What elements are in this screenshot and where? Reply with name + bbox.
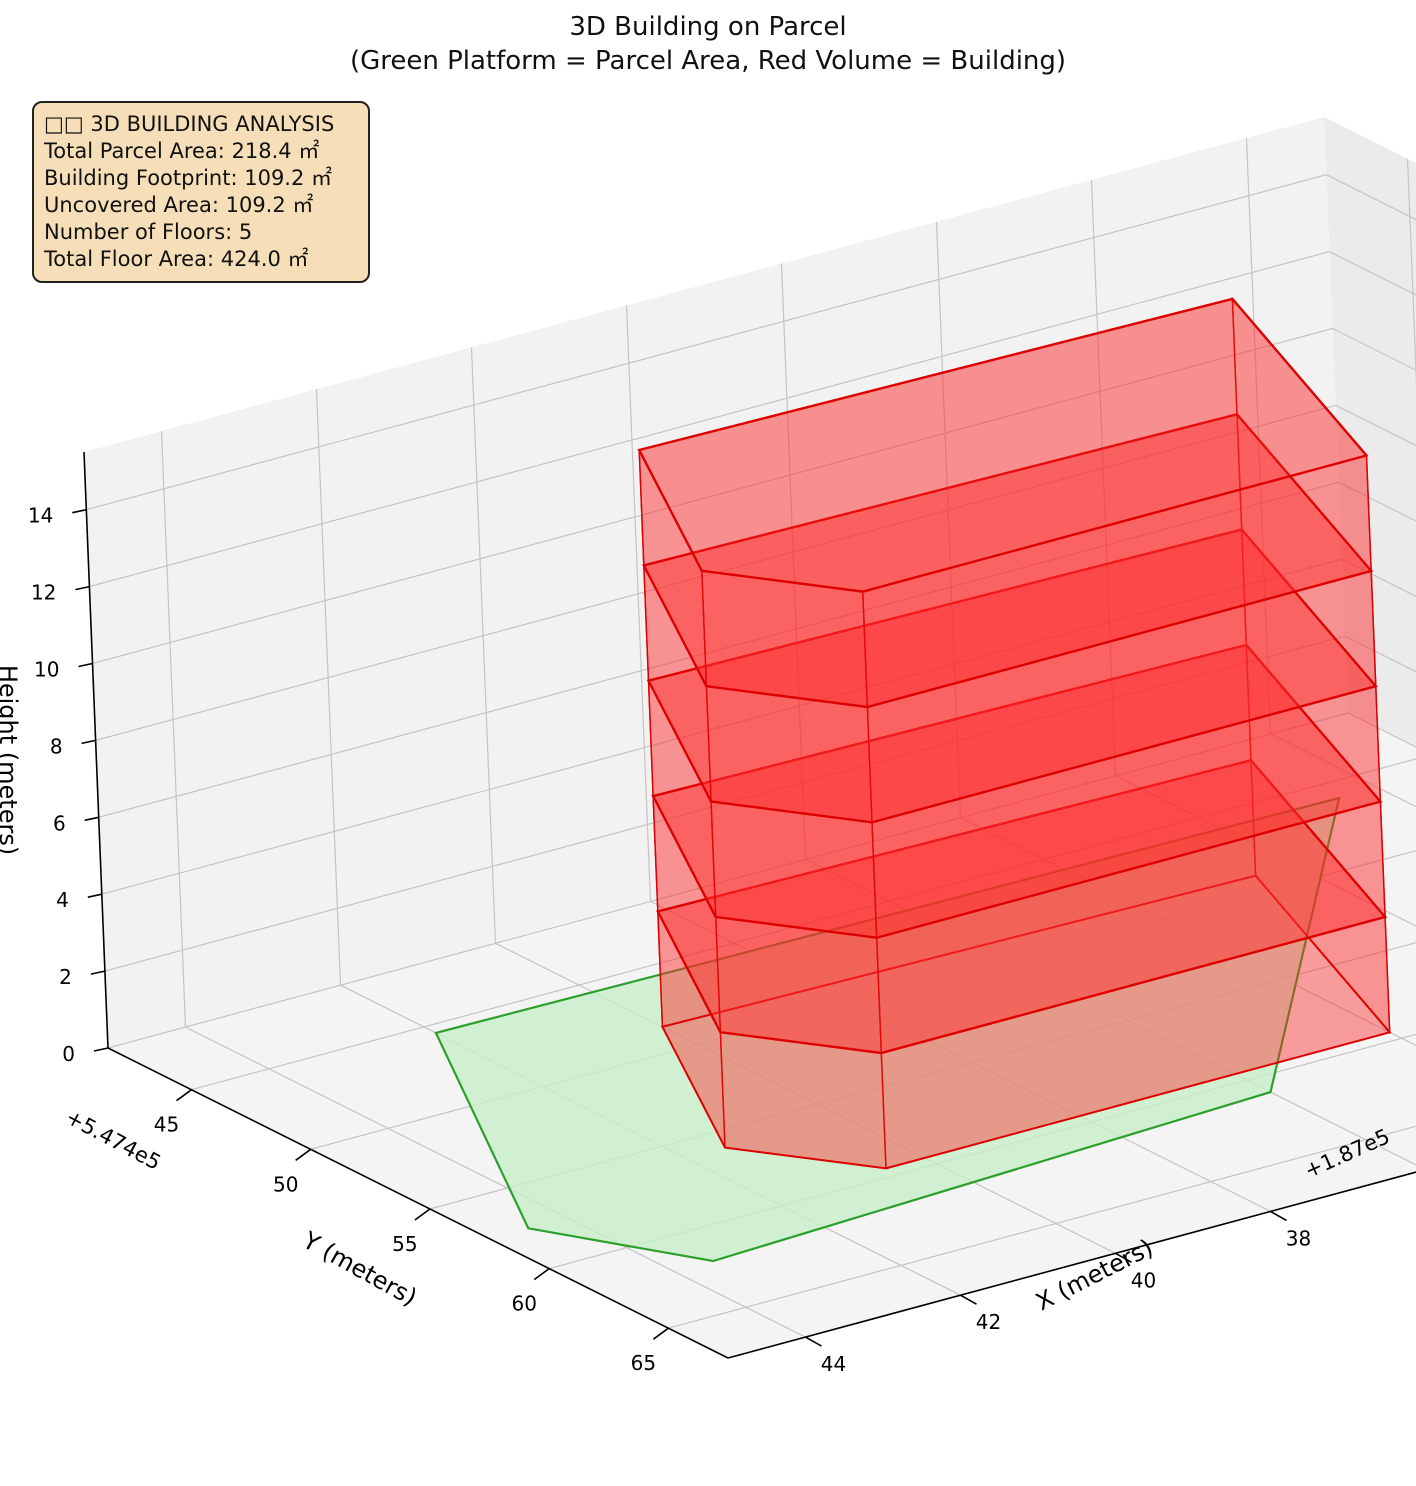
floor-slab-bottom bbox=[647, 528, 1378, 824]
info-box-heading: □□ 3D BUILDING ANALYSIS bbox=[44, 112, 335, 136]
y-tick-label: 45 bbox=[154, 1113, 179, 1137]
info-line-building-footprint: Building Footprint: 109.2 ㎡ bbox=[44, 166, 333, 190]
grid-line-x bbox=[470, 347, 497, 944]
info-line-uncovered-area: Uncovered Area: 109.2 ㎡ bbox=[44, 193, 314, 217]
chart-subtitle: (Green Platform = Parcel Area, Red Volum… bbox=[349, 46, 1067, 76]
y-tick-label: 60 bbox=[511, 1292, 536, 1316]
plot-scene bbox=[434, 296, 1392, 1263]
floor-slab-bottom bbox=[651, 643, 1383, 939]
z-tick bbox=[93, 1047, 109, 1052]
floor-slab-bottom bbox=[660, 874, 1392, 1170]
grid-line-x bbox=[1245, 137, 1272, 734]
x-tick-label: 44 bbox=[821, 1352, 846, 1376]
floor-slab-top bbox=[637, 297, 1369, 593]
z-tick bbox=[87, 893, 102, 898]
y-tick bbox=[176, 1089, 192, 1102]
info-box: □□ 3D BUILDING ANALYSIS Total Parcel Are… bbox=[32, 101, 370, 283]
tick-labels: 3032343638404244455055606502468101214 bbox=[28, 504, 1311, 1376]
floor-block-4 bbox=[642, 412, 1378, 824]
x-tick bbox=[1115, 1252, 1132, 1263]
grid-line-x bbox=[625, 305, 652, 902]
z-tick bbox=[78, 662, 93, 668]
x-tick bbox=[805, 1336, 822, 1347]
y-tick bbox=[295, 1148, 312, 1161]
axis-lines bbox=[72, 451, 1416, 1359]
z-axis-label: Height (meters) bbox=[0, 665, 22, 855]
z-tick-label: 4 bbox=[56, 888, 69, 912]
y-tick-label: 65 bbox=[631, 1351, 656, 1375]
z-tick-label: 10 bbox=[34, 658, 59, 682]
grid-line-y bbox=[1406, 158, 1416, 385]
grid-line-x bbox=[1270, 733, 1416, 808]
grid-line-z bbox=[98, 481, 1339, 818]
parcel-platform bbox=[434, 796, 1341, 1263]
grid-line-x bbox=[185, 1026, 806, 1338]
pane-back-wall bbox=[1324, 117, 1416, 747]
y-tick-label: 50 bbox=[273, 1172, 298, 1196]
grid-line-y bbox=[191, 758, 1416, 1091]
info-line-floor-area: Total Floor Area: 424.0 ㎡ bbox=[44, 247, 309, 271]
grid-line-x bbox=[780, 263, 807, 860]
x-tick-label: 40 bbox=[1131, 1268, 1156, 1292]
y-tick bbox=[533, 1267, 550, 1281]
grid-line-z bbox=[101, 558, 1342, 895]
grid-line-x bbox=[315, 389, 342, 986]
grid-line-y bbox=[668, 1125, 1416, 1329]
floor-block-1 bbox=[656, 758, 1392, 1170]
y-tick bbox=[652, 1327, 669, 1340]
z-tick-label: 6 bbox=[53, 811, 66, 835]
grid-line-z bbox=[86, 174, 1327, 511]
y-tick bbox=[414, 1208, 431, 1221]
info-line-parcel-area: Total Parcel Area: 218.4 ㎡ bbox=[44, 139, 320, 163]
z-tick-label: 2 bbox=[59, 965, 72, 989]
floor-block-2 bbox=[651, 643, 1387, 1055]
grid-line-z bbox=[92, 327, 1333, 665]
x-tick bbox=[1270, 1210, 1287, 1222]
y-axis-line bbox=[107, 1047, 729, 1359]
x-tick-label: 42 bbox=[976, 1310, 1001, 1334]
info-line-floor-count: Number of Floors: 5 bbox=[44, 220, 253, 244]
x-tick-label: 38 bbox=[1286, 1226, 1311, 1250]
z-tick bbox=[81, 739, 96, 745]
chart-title: 3D Building on Parcel bbox=[569, 12, 847, 42]
z-axis-line bbox=[83, 451, 109, 1049]
floor-slab-bottom bbox=[642, 413, 1373, 709]
y-tick-label: 55 bbox=[392, 1232, 417, 1256]
grid-line-x bbox=[160, 431, 187, 1028]
z-tick bbox=[75, 585, 90, 591]
grid-line-x bbox=[1115, 775, 1416, 927]
y-offset-label: +5.474e5 bbox=[62, 1105, 165, 1175]
z-tick-label: 0 bbox=[62, 1042, 75, 1066]
grid-line-x bbox=[1090, 179, 1117, 776]
z-tick-label: 12 bbox=[31, 581, 56, 605]
z-tick bbox=[90, 970, 106, 975]
x-tick bbox=[960, 1294, 977, 1305]
grid-line-z bbox=[107, 712, 1349, 1049]
z-tick-label: 14 bbox=[28, 504, 53, 528]
floor-slab-bottom bbox=[656, 759, 1387, 1055]
z-tick bbox=[84, 816, 99, 822]
grid-line-z bbox=[89, 251, 1330, 588]
x-axis-line bbox=[727, 1171, 1416, 1359]
floor-block-5 bbox=[637, 296, 1373, 709]
z-tick-label: 8 bbox=[50, 734, 63, 758]
z-tick bbox=[72, 508, 87, 514]
